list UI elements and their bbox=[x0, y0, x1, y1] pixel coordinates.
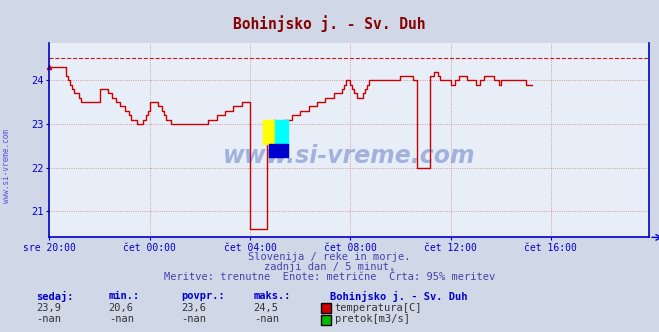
Text: 20,6: 20,6 bbox=[109, 303, 134, 313]
Text: -nan: -nan bbox=[254, 314, 279, 324]
Text: pretok[m3/s]: pretok[m3/s] bbox=[335, 314, 410, 324]
Text: www.si-vreme.com: www.si-vreme.com bbox=[2, 129, 11, 203]
Text: Bohinjsko j. - Sv. Duh: Bohinjsko j. - Sv. Duh bbox=[233, 15, 426, 32]
Text: Slovenija / reke in morje.: Slovenija / reke in morje. bbox=[248, 252, 411, 262]
Text: -nan: -nan bbox=[181, 314, 206, 324]
Text: maks.:: maks.: bbox=[254, 291, 291, 301]
Text: povpr.:: povpr.: bbox=[181, 291, 225, 301]
Text: 23,9: 23,9 bbox=[36, 303, 61, 313]
Text: min.:: min.: bbox=[109, 291, 140, 301]
Text: 23,6: 23,6 bbox=[181, 303, 206, 313]
Text: -nan: -nan bbox=[109, 314, 134, 324]
Text: zadnji dan / 5 minut.: zadnji dan / 5 minut. bbox=[264, 262, 395, 272]
Text: Bohinjsko j. - Sv. Duh: Bohinjsko j. - Sv. Duh bbox=[330, 290, 467, 302]
Text: Meritve: trenutne  Enote: metrične  Črta: 95% meritev: Meritve: trenutne Enote: metrične Črta: … bbox=[164, 272, 495, 282]
Text: temperatura[C]: temperatura[C] bbox=[335, 303, 422, 313]
Text: -nan: -nan bbox=[36, 314, 61, 324]
Text: 24,5: 24,5 bbox=[254, 303, 279, 313]
Text: sedaj:: sedaj: bbox=[36, 290, 74, 302]
Text: www.si-vreme.com: www.si-vreme.com bbox=[223, 144, 476, 168]
